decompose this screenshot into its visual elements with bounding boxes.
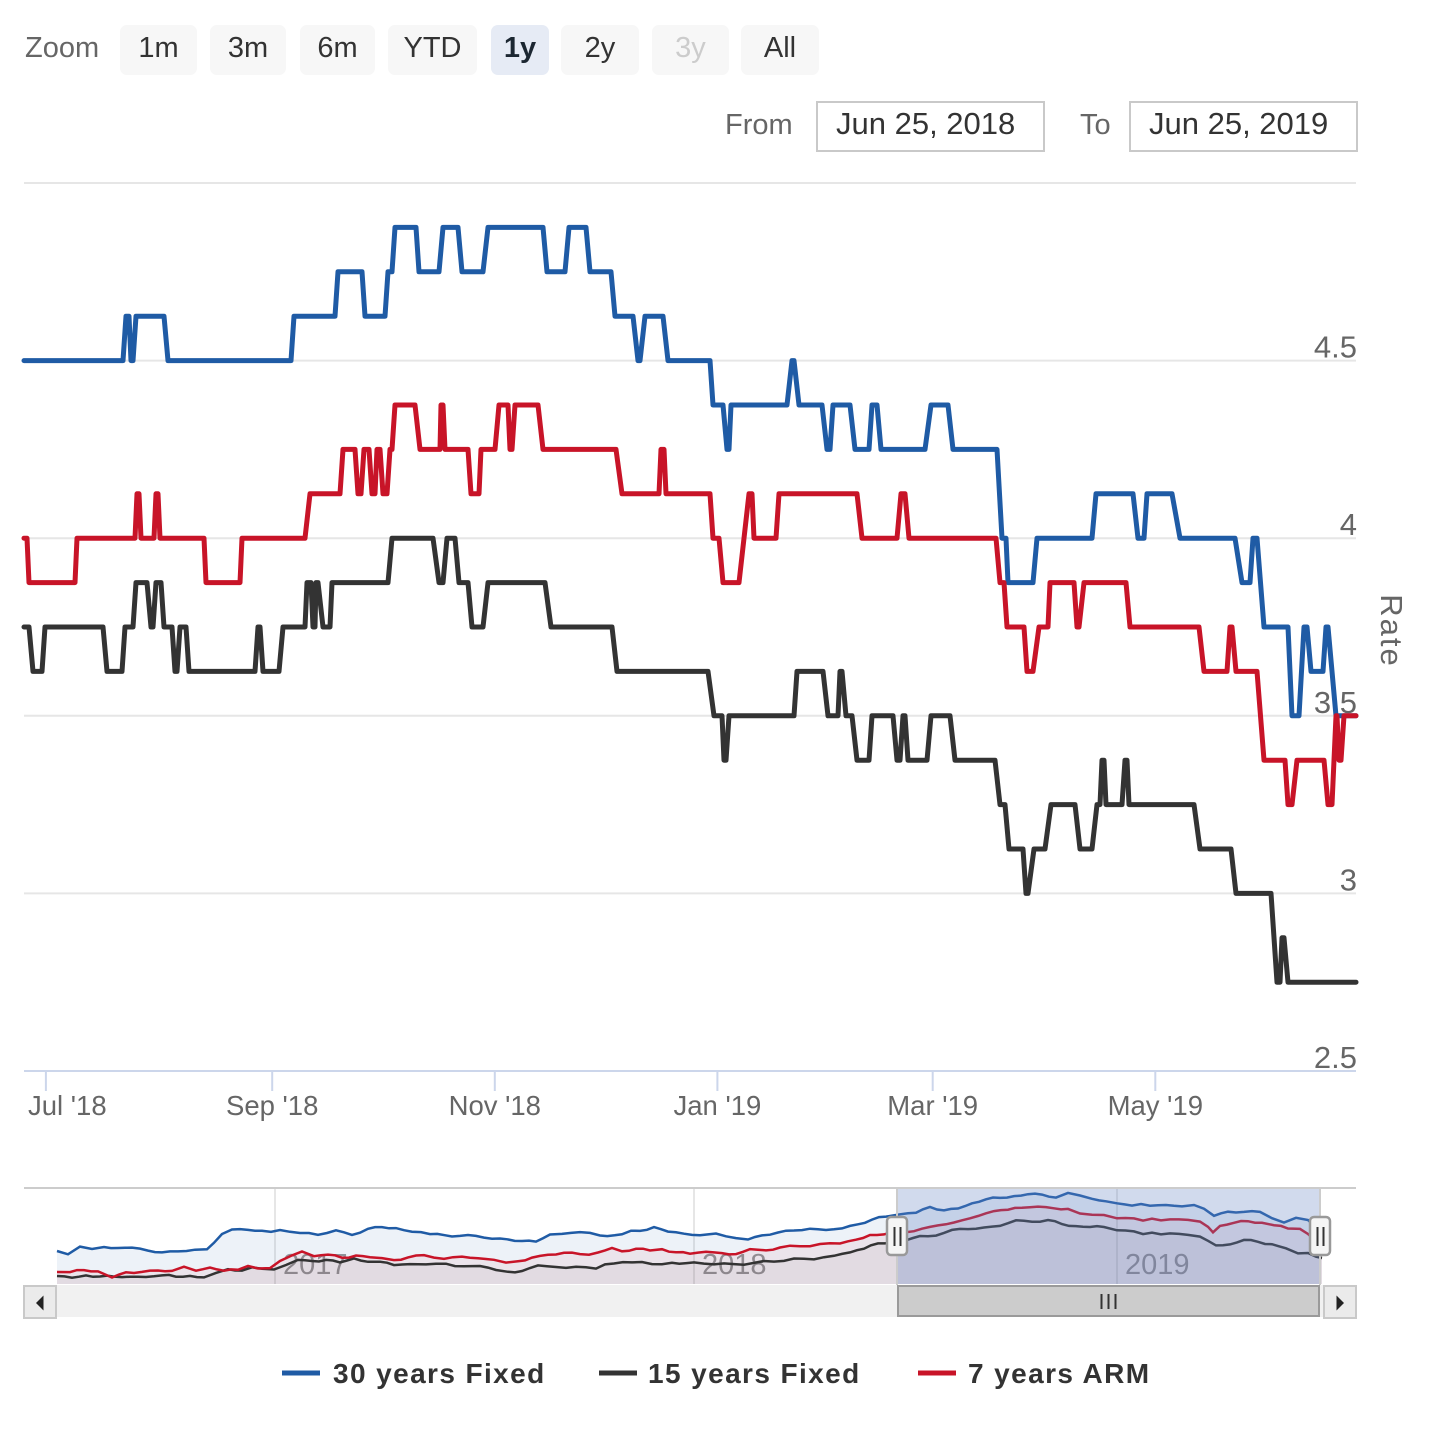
svg-text:Mar '19: Mar '19 bbox=[887, 1090, 978, 1121]
svg-text:4.5: 4.5 bbox=[1314, 330, 1357, 365]
svg-text:2019: 2019 bbox=[1125, 1249, 1190, 1281]
svg-text:15 years Fixed: 15 years Fixed bbox=[648, 1358, 861, 1389]
svg-text:Jul '18: Jul '18 bbox=[28, 1090, 107, 1121]
svg-text:4: 4 bbox=[1340, 507, 1357, 542]
svg-text:30 years Fixed: 30 years Fixed bbox=[333, 1358, 546, 1389]
svg-text:7 years ARM: 7 years ARM bbox=[968, 1358, 1150, 1389]
svg-text:3: 3 bbox=[1340, 862, 1357, 897]
svg-text:2.5: 2.5 bbox=[1314, 1040, 1357, 1075]
svg-text:May '19: May '19 bbox=[1108, 1090, 1203, 1121]
svg-text:Nov '18: Nov '18 bbox=[449, 1090, 541, 1121]
svg-text:Rate: Rate bbox=[1374, 594, 1409, 667]
svg-text:Jan '19: Jan '19 bbox=[673, 1090, 761, 1121]
svg-text:Sep '18: Sep '18 bbox=[226, 1090, 318, 1121]
